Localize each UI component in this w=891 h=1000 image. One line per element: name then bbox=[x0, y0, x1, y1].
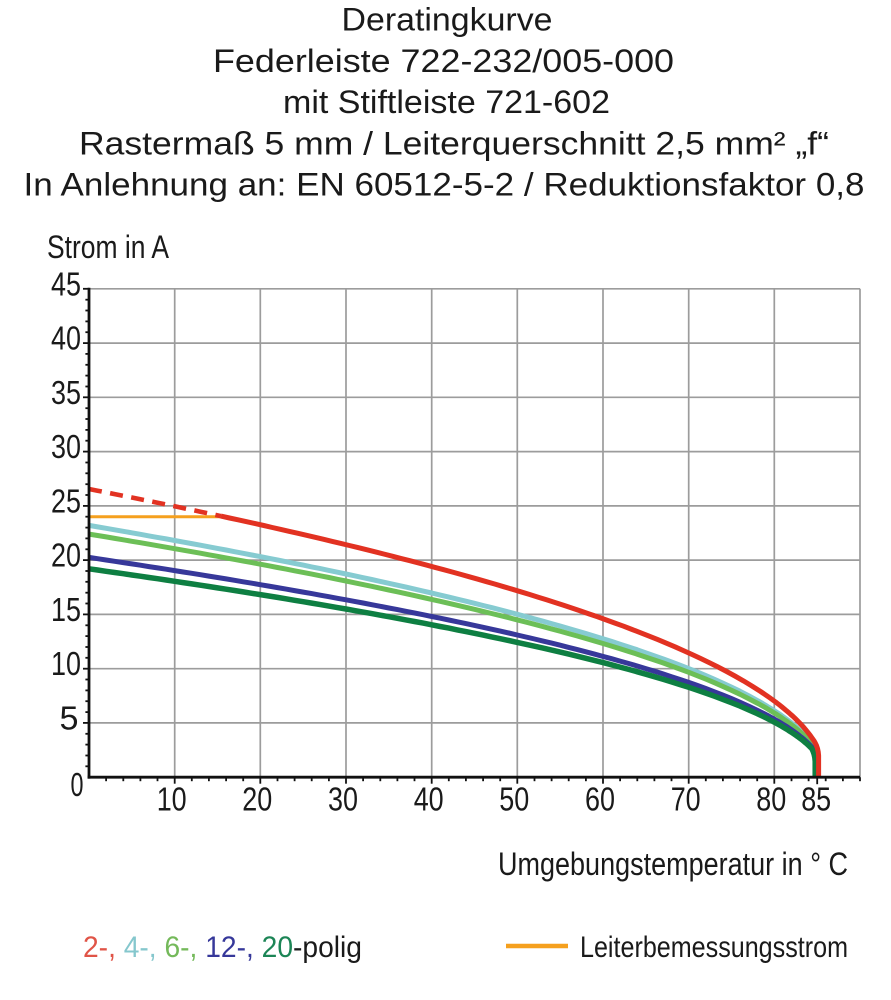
svg-text:80: 80 bbox=[756, 781, 786, 818]
svg-text:20: 20 bbox=[242, 781, 272, 818]
svg-text:In Anlehnung an: EN 60512-5-2: In Anlehnung an: EN 60512-5-2 / Reduktio… bbox=[24, 167, 865, 203]
svg-text:15: 15 bbox=[51, 591, 81, 628]
svg-text:50: 50 bbox=[499, 781, 529, 818]
svg-text:Umgebungstemperatur in ° C: Umgebungstemperatur in ° C bbox=[498, 846, 848, 882]
svg-text:Rastermaß 5 mm / Leiterquersch: Rastermaß 5 mm / Leiterquerschnitt 2,5 m… bbox=[79, 125, 829, 161]
svg-text:Leiterbemessungsstrom: Leiterbemessungsstrom bbox=[580, 931, 848, 964]
svg-text:25: 25 bbox=[51, 482, 81, 519]
svg-text:60: 60 bbox=[585, 781, 615, 818]
svg-text:mit Stiftleiste 721-602: mit Stiftleiste 721-602 bbox=[283, 84, 610, 120]
svg-text:Strom in A: Strom in A bbox=[47, 229, 170, 265]
svg-text:2-, 4-, 6-, 12-, 20-polig: 2-, 4-, 6-, 12-, 20-polig bbox=[83, 931, 362, 964]
svg-text:85: 85 bbox=[801, 781, 831, 818]
svg-text:10: 10 bbox=[51, 645, 81, 682]
svg-text:70: 70 bbox=[671, 781, 701, 818]
svg-text:5: 5 bbox=[60, 699, 79, 736]
svg-text:40: 40 bbox=[414, 781, 444, 818]
svg-text:10: 10 bbox=[157, 781, 187, 818]
svg-text:30: 30 bbox=[51, 428, 81, 465]
svg-text:Federleiste 722-232/005-000: Federleiste 722-232/005-000 bbox=[213, 43, 674, 79]
svg-text:20: 20 bbox=[51, 537, 81, 574]
svg-text:0: 0 bbox=[71, 766, 84, 803]
svg-text:Deratingkurve: Deratingkurve bbox=[342, 2, 553, 38]
svg-text:30: 30 bbox=[328, 781, 358, 818]
svg-text:45: 45 bbox=[51, 265, 81, 302]
svg-text:35: 35 bbox=[51, 374, 81, 411]
svg-text:40: 40 bbox=[51, 320, 81, 357]
